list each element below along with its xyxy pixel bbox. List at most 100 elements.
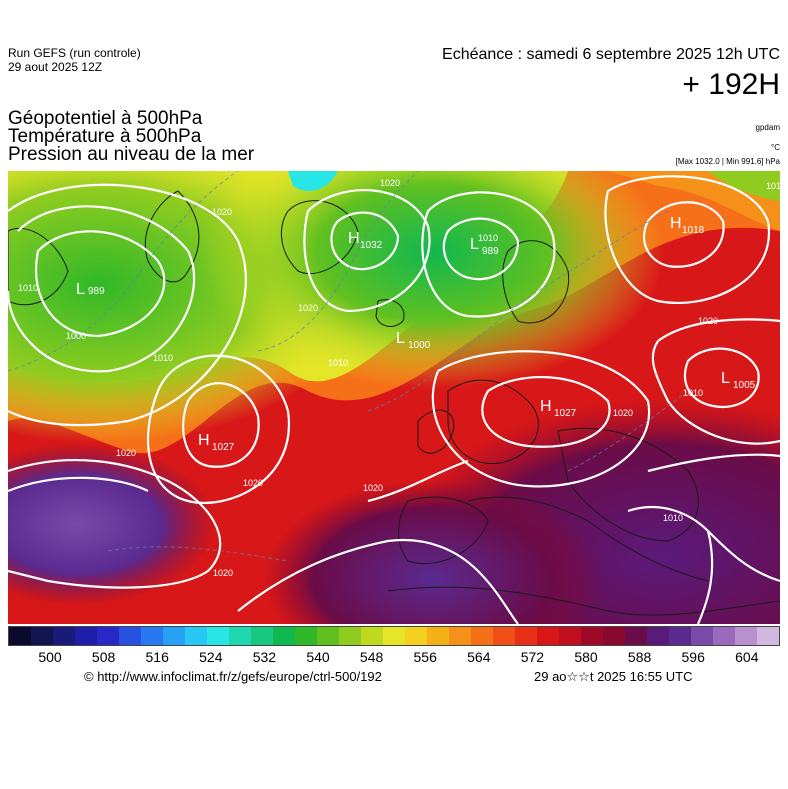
color-swatch xyxy=(53,627,75,645)
color-swatch xyxy=(383,627,405,645)
weather-map: H 1032 L 989 L 989 H 1018 L 1000 L 1005 … xyxy=(8,171,780,624)
isobar-label: 1000 xyxy=(66,331,86,341)
color-scale-tick-label: 548 xyxy=(359,649,384,665)
generated-timestamp: 29 ao☆☆t 2025 16:55 UTC xyxy=(534,669,693,684)
color-swatch xyxy=(713,627,735,645)
low-symbol: L xyxy=(721,370,730,387)
high-symbol: H xyxy=(348,230,360,247)
lead-time: + 192H xyxy=(682,68,780,101)
isobar-label: 1010 xyxy=(683,388,703,398)
color-scale-tick-label: 588 xyxy=(627,649,652,665)
color-swatch xyxy=(559,627,581,645)
isobar-label: 1010 xyxy=(478,233,498,243)
unit-pressure-range: [Max 1032.0 | Min 991.6] hPa xyxy=(675,157,780,166)
param-temperature: Température à 500hPa xyxy=(8,126,202,147)
low-value: 1000 xyxy=(408,340,431,351)
high-center-north: H 1032 xyxy=(348,230,383,251)
isobars xyxy=(8,175,780,624)
high-center-atlantic: H 1027 xyxy=(198,432,235,453)
high-symbol: H xyxy=(198,432,210,449)
color-swatch xyxy=(207,627,229,645)
high-value: 1027 xyxy=(212,442,235,453)
color-scale-tick-label: 532 xyxy=(252,649,277,665)
color-swatch xyxy=(97,627,119,645)
color-scale-tick-label: 556 xyxy=(413,649,437,665)
color-swatch xyxy=(625,627,647,645)
isobar-label: 1020 xyxy=(613,408,633,418)
low-center-northsea: L 1000 xyxy=(396,330,431,351)
color-swatch xyxy=(361,627,383,645)
color-swatch xyxy=(295,627,317,645)
run-info: Run GEFS (run controle) 29 aout 2025 12Z xyxy=(8,46,141,74)
color-swatch xyxy=(471,627,493,645)
parameter-list: Géopotentiel à 500hPa Température à 500h… xyxy=(8,108,255,165)
low-value: 989 xyxy=(88,286,105,297)
color-scale-tick-label: 572 xyxy=(520,649,545,665)
param-geopotential: Géopotentiel à 500hPa xyxy=(8,108,203,129)
param-pressure: Pression au niveau de la mer xyxy=(8,144,255,165)
color-swatch xyxy=(647,627,669,645)
high-symbol: H xyxy=(540,398,552,415)
color-swatch xyxy=(185,627,207,645)
isobar-label: 1020 xyxy=(363,483,383,493)
isobar-label: 1020 xyxy=(116,448,136,458)
unit-celsius: °C xyxy=(771,143,780,152)
color-swatch xyxy=(449,627,471,645)
isobar-label: 1020 xyxy=(243,478,263,488)
color-scale-tick-label: 604 xyxy=(735,649,759,665)
isobar-value-labels: 1020 1020 1020 1020 1020 1020 1010 1010 … xyxy=(18,178,780,578)
ridge-southwest xyxy=(8,171,780,624)
low-symbol: L xyxy=(470,236,479,253)
color-scale-tick-label: 524 xyxy=(199,649,223,665)
color-swatch xyxy=(405,627,427,645)
color-scale-bar xyxy=(8,626,780,646)
color-swatch xyxy=(339,627,361,645)
low-value: 989 xyxy=(482,246,499,257)
color-swatch xyxy=(273,627,295,645)
color-swatch xyxy=(537,627,559,645)
isobar-label: 1010 xyxy=(766,181,780,191)
high-value: 1027 xyxy=(554,408,577,419)
color-swatch xyxy=(427,627,449,645)
color-swatch xyxy=(515,627,537,645)
low-value: 1005 xyxy=(733,380,756,391)
run-date: 29 aout 2025 12Z xyxy=(8,60,103,74)
color-swatch xyxy=(229,627,251,645)
high-value: 1032 xyxy=(360,240,383,251)
isobar-label: 1020 xyxy=(212,207,232,217)
color-scale-ticks: 500 508 516 524 532 540 548 556 564 572 580 588 596 6… xyxy=(8,649,780,667)
isobar-label: 1010 xyxy=(153,353,173,363)
color-swatch xyxy=(493,627,515,645)
color-scale-tick-label: 564 xyxy=(467,649,491,665)
color-swatch xyxy=(603,627,625,645)
source-url: © http://www.infoclimat.fr/z/gefs/europe… xyxy=(84,669,382,684)
run-name: Run GEFS (run controle) xyxy=(8,46,141,60)
color-scale-tick-label: 596 xyxy=(681,649,705,665)
color-swatch xyxy=(75,627,97,645)
color-swatch xyxy=(691,627,713,645)
color-swatch xyxy=(251,627,273,645)
color-swatch xyxy=(31,627,53,645)
color-swatch xyxy=(119,627,141,645)
color-swatch xyxy=(669,627,691,645)
isobar-label: 1010 xyxy=(328,358,348,368)
high-center-russia: H 1018 xyxy=(670,215,705,236)
high-value: 1018 xyxy=(682,225,705,236)
color-swatch xyxy=(581,627,603,645)
color-scale-tick-label: 580 xyxy=(574,649,598,665)
color-swatch xyxy=(9,627,31,645)
high-center-europe: H 1027 xyxy=(540,398,577,419)
isobar-label: 1020 xyxy=(380,178,400,188)
forecast-valid-time: Echéance : samedi 6 septembre 2025 12h U… xyxy=(442,46,780,63)
isobar-label: 1010 xyxy=(18,283,38,293)
pressure-center-labels: H 1032 L 989 L 989 H 1018 L 1000 L 1005 … xyxy=(76,215,756,453)
color-swatch xyxy=(163,627,185,645)
isobar-label: 1010 xyxy=(663,513,683,523)
color-scale-tick-label: 540 xyxy=(306,649,330,665)
color-swatch xyxy=(141,627,163,645)
low-center-east: L 1005 xyxy=(721,370,756,391)
low-center-west: L 989 xyxy=(76,281,105,298)
low-symbol: L xyxy=(396,330,405,347)
isobar-label: 1020 xyxy=(698,316,718,326)
unit-gpdam: gpdam xyxy=(755,123,780,132)
